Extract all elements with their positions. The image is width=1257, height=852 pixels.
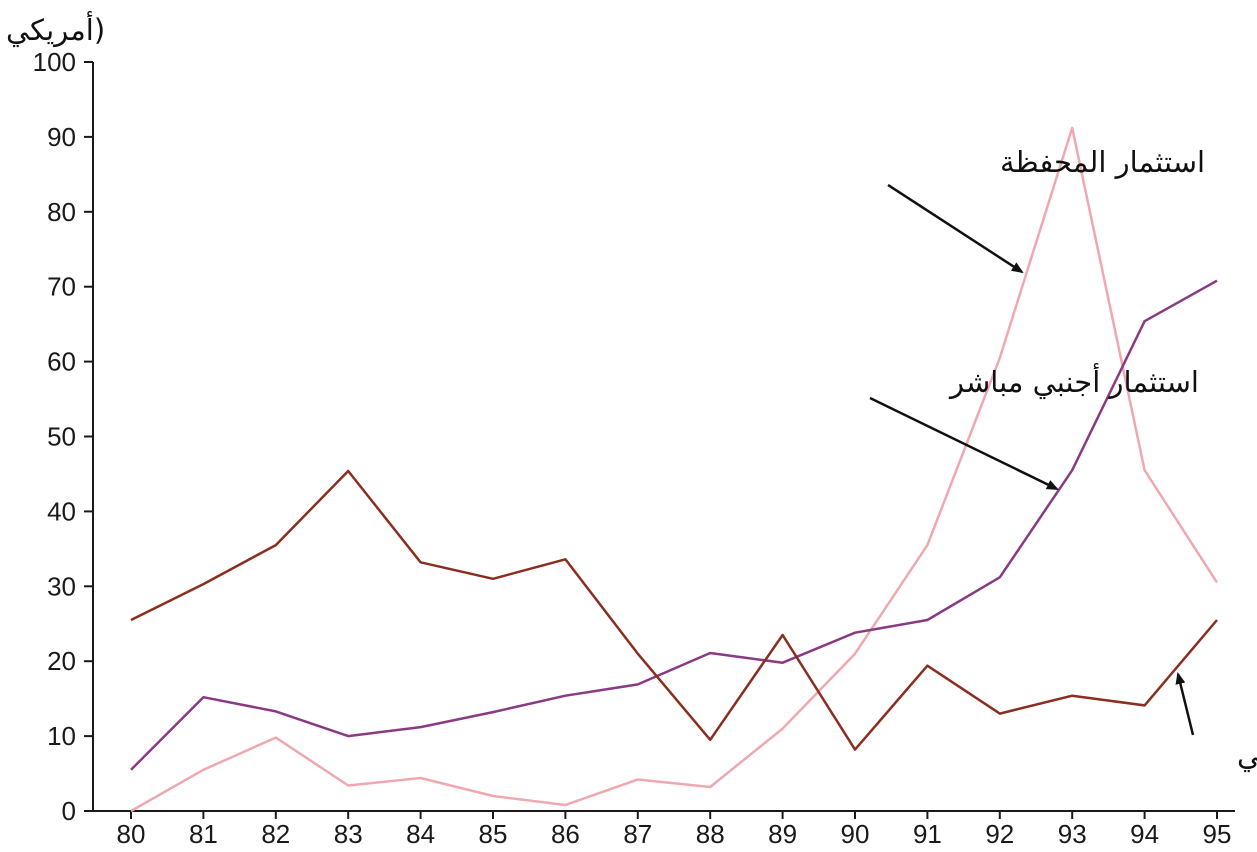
x-tick-label: 91	[913, 819, 942, 849]
annotation-fdi-label: استثمار أجنبي مباشر	[948, 362, 1199, 400]
annotation-portfolio: استثمار المحفظة	[887, 145, 1205, 274]
y-tick-label: 90	[47, 122, 76, 152]
x-tick-label: 86	[551, 819, 580, 849]
x-axis-ticks: 80 81 82 83 84 85 86 87 88 89 90 91 92 93 94 95	[117, 811, 1232, 849]
annotation-gov-lending-arrow	[1175, 672, 1195, 736]
y-tick-label: 10	[47, 721, 76, 751]
annotation-gov-lending-label: إقراض حكومي	[1237, 738, 1257, 773]
x-tick-label: 81	[189, 819, 218, 849]
y-tick-label: 0	[62, 796, 76, 826]
annotation-portfolio-arrow	[887, 183, 1024, 274]
series-line-portfolio	[130, 126, 1219, 813]
x-tick-label: 95	[1203, 819, 1232, 849]
y-unit-label: أمريكي)	[6, 10, 105, 48]
x-tick-label: 84	[406, 819, 435, 849]
annotation-portfolio-label: استثمار المحفظة	[1000, 145, 1205, 179]
series-line-gov-lending	[130, 469, 1218, 751]
x-tick-label: 90	[841, 819, 870, 849]
series-lines	[130, 126, 1219, 813]
x-tick-label: 89	[768, 819, 797, 849]
x-tick-label: 80	[117, 819, 146, 849]
x-tick-label: 92	[985, 819, 1014, 849]
y-axis-ticks: 0 10 20 30 40 50 60 70 80 90 100	[33, 47, 93, 826]
y-tick-label: 80	[47, 197, 76, 227]
x-tick-label: 83	[334, 819, 363, 849]
y-tick-label: 50	[47, 422, 76, 452]
annotation-gov-lending: إقراض حكومي	[1175, 672, 1257, 773]
x-tick-label: 82	[261, 819, 290, 849]
series-line-fdi	[130, 279, 1218, 771]
x-tick-label: 94	[1130, 819, 1159, 849]
y-tick-label: 30	[47, 571, 76, 601]
x-tick-label: 88	[696, 819, 725, 849]
y-tick-label: 40	[47, 496, 76, 526]
x-tick-label: 85	[479, 819, 508, 849]
y-tick-label: 70	[47, 272, 76, 302]
y-tick-label: 20	[47, 646, 76, 676]
y-tick-label: 100	[33, 47, 76, 77]
annotation-fdi: استثمار أجنبي مباشر	[869, 362, 1199, 491]
x-tick-label: 87	[623, 819, 652, 849]
y-tick-label: 60	[47, 347, 76, 377]
x-tick-label: 93	[1058, 819, 1087, 849]
annotation-fdi-arrow	[869, 396, 1059, 491]
